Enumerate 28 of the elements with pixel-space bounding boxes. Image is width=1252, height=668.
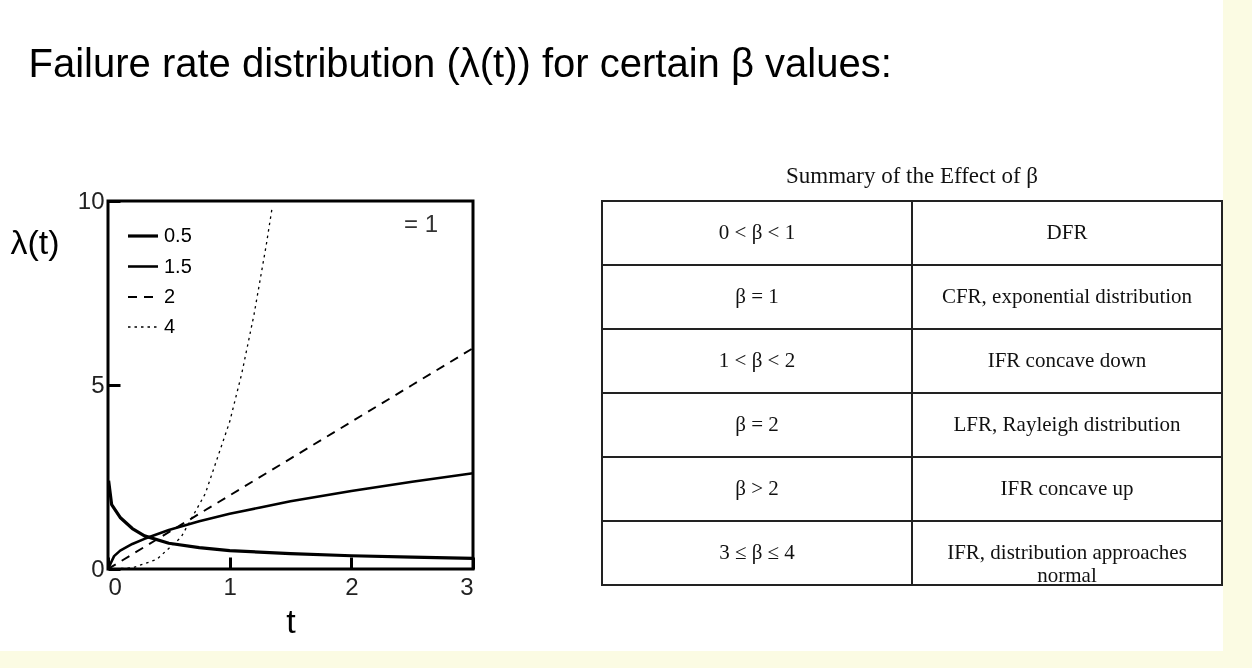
chart-title: Failure rate distribution (λ(t)) for certain β values: — [28, 41, 892, 85]
text: β > 2 — [735, 476, 779, 500]
text: CFR, exponential distribution — [941, 284, 1193, 308]
legend-label: 2 — [164, 285, 176, 307]
text: β = 1 — [735, 284, 779, 308]
legend-label: 4 — [164, 315, 176, 337]
text: 3 ≤ β ≤ 4 — [719, 540, 796, 564]
y-axis-title: λ(t) — [10, 222, 60, 261]
x-tick-label: 2 — [345, 572, 359, 600]
legend-label: 1.5 — [164, 254, 192, 277]
text: Summary of the Effect of β — [785, 163, 1039, 188]
x-tick-label: 3 — [460, 572, 474, 600]
text: IFR concave up — [1000, 476, 1134, 500]
text: 0 < β < 1 — [718, 220, 796, 244]
y-tick-label: 0 — [91, 554, 105, 582]
y-tick-label: 10 — [77, 186, 105, 214]
x-tick-label: 0 — [108, 572, 122, 600]
legend-label: 0.5 — [164, 224, 192, 246]
text: β = 2 — [735, 412, 779, 436]
text: LFR, Rayleigh distribution — [953, 412, 1181, 436]
x-axis-title: t — [286, 601, 297, 640]
text: 1 < β < 2 — [718, 348, 796, 372]
y-tick-label: 5 — [91, 370, 105, 398]
annotation: = 1 — [403, 210, 438, 237]
text: IFR concave down — [987, 348, 1147, 372]
x-tick-label: 1 — [223, 572, 237, 600]
text: DFR — [1046, 220, 1088, 244]
text: IFR, distribution approaches normal — [947, 540, 1187, 587]
